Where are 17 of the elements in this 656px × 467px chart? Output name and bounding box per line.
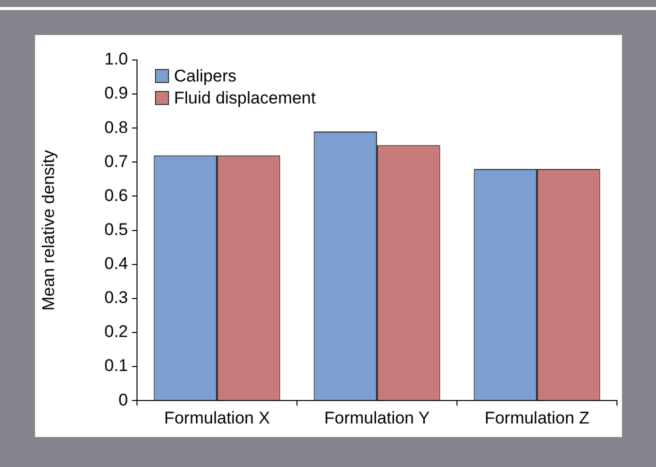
- legend-label: Fluid displacement: [174, 88, 316, 108]
- y-tick-label: 0.3: [104, 288, 128, 308]
- y-tick-label: 0.1: [104, 356, 128, 376]
- y-tick-label: 0.4: [104, 254, 128, 274]
- x-tick-label: Formulation Z: [484, 408, 590, 428]
- y-tick-label: 0.6: [104, 186, 128, 205]
- x-tick-label: Formulation X: [164, 408, 270, 428]
- y-tick-label: 1.0: [104, 50, 128, 69]
- y-tick-label: 0.5: [104, 220, 128, 239]
- y-tick-label: 0.2: [104, 322, 128, 342]
- x-tick-label: Formulation Y: [324, 408, 430, 428]
- legend-label: Calipers: [174, 66, 236, 86]
- y-tick-label: 0: [118, 390, 128, 410]
- y-tick-label: 0.7: [104, 152, 128, 171]
- y-tick-label: 0.9: [104, 84, 128, 103]
- y-tick-label: 0.8: [104, 118, 128, 137]
- y-axis-title: Mean relative density: [38, 149, 58, 311]
